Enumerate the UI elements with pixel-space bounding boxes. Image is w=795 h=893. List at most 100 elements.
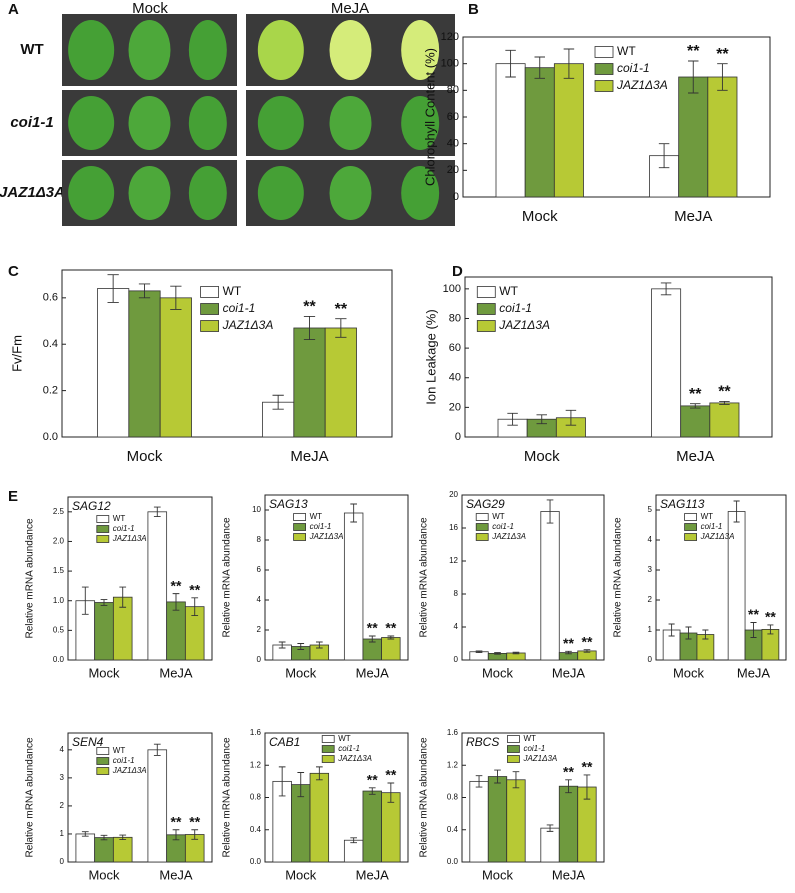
- y-tick-label: 0: [455, 431, 461, 443]
- significance: **: [765, 609, 776, 625]
- x-tick-label: MeJA: [159, 867, 193, 882]
- error-bar: [733, 500, 740, 523]
- legend-label: coi1-1: [338, 744, 360, 753]
- y-tick-label: 2: [257, 625, 262, 634]
- x-tick-label: MeJA: [356, 867, 390, 882]
- y-tick-label: 4: [257, 595, 262, 604]
- legend-label: coi1-1: [223, 301, 256, 315]
- bar: [362, 790, 382, 863]
- legend-swatch: [200, 286, 220, 298]
- chart-title: SEN4: [72, 735, 104, 749]
- legend-swatch: [594, 46, 614, 58]
- bar: [553, 63, 584, 198]
- plot-frame: [655, 494, 787, 661]
- plot-frame: [461, 494, 605, 661]
- legend-swatch: [321, 745, 335, 753]
- y-axis-label: Relative mRNA abundance: [222, 517, 233, 638]
- significance: **: [189, 813, 200, 829]
- y-tick-label: 0.4: [43, 338, 58, 350]
- legend-label: WT: [223, 284, 242, 298]
- x-tick-label: Mock: [285, 665, 317, 680]
- chart-title: SAG113: [660, 497, 705, 511]
- bar: [651, 288, 682, 438]
- x-tick-label: MeJA: [737, 665, 771, 680]
- significance: **: [189, 581, 200, 597]
- error-bar: [719, 400, 730, 405]
- error-bar: [534, 56, 545, 79]
- error-bar: [702, 629, 709, 640]
- plot-frame: [264, 494, 409, 661]
- leaf: [257, 96, 304, 150]
- error-bar: [119, 834, 127, 841]
- error-bar: [475, 650, 483, 654]
- row-label: coi1-1: [10, 114, 53, 131]
- legend-label: JAZ1Δ3A: [222, 318, 274, 332]
- leaf: [128, 166, 171, 220]
- legend-swatch: [475, 533, 489, 541]
- legend-label: coi1-1: [499, 301, 532, 315]
- bar: [293, 327, 326, 438]
- error-bar: [767, 624, 774, 635]
- legend-label: WT: [310, 512, 323, 521]
- y-axis-label: Fv/Fm: [9, 335, 24, 372]
- bar: [128, 290, 161, 438]
- bar: [324, 327, 357, 438]
- error-bar: [100, 599, 108, 606]
- legend-label: JAZ1Δ3A: [309, 532, 344, 541]
- error-bar: [563, 48, 575, 79]
- error-bar: [278, 641, 286, 649]
- bar: [94, 602, 114, 661]
- plot-frame: [67, 732, 213, 863]
- error-bar: [172, 593, 180, 611]
- leaf: [401, 20, 440, 80]
- y-tick-label: 120: [441, 31, 459, 43]
- legend-label: coi1-1: [701, 522, 723, 531]
- y-tick-label: 0: [454, 655, 459, 664]
- legend-swatch: [507, 745, 520, 753]
- error-bar: [565, 650, 572, 655]
- significance: **: [367, 772, 378, 788]
- significance: **: [171, 577, 182, 593]
- error-bar: [546, 824, 554, 832]
- bar: [540, 827, 560, 863]
- error-bar: [278, 766, 286, 797]
- y-tick-label: 4: [454, 622, 459, 631]
- plot-frame: [61, 269, 393, 438]
- y-tick-label: 80: [449, 312, 461, 324]
- column-label: MeJA: [331, 0, 369, 17]
- bar: [495, 63, 526, 198]
- error-bar: [660, 282, 672, 296]
- bar: [381, 637, 401, 661]
- y-tick-label: 8: [257, 535, 262, 544]
- y-tick-label: 1.2: [447, 760, 459, 769]
- legend-label: JAZ1Δ3A: [491, 532, 526, 541]
- error-bar: [512, 651, 520, 655]
- significance: **: [718, 384, 731, 401]
- significance: **: [563, 763, 574, 779]
- error-bar: [297, 772, 305, 798]
- legend-label: coi1-1: [617, 61, 650, 75]
- x-tick-label: Mock: [88, 665, 120, 680]
- y-tick-label: 40: [449, 372, 461, 384]
- bar: [94, 837, 114, 863]
- legend-swatch: [321, 735, 335, 743]
- y-tick-label: 10: [252, 505, 261, 514]
- error-bar: [507, 412, 518, 426]
- leaf: [128, 96, 171, 150]
- significance: **: [716, 46, 729, 63]
- bar: [343, 512, 364, 661]
- panel-label: A: [8, 1, 19, 18]
- panel-label: B: [468, 1, 479, 18]
- leaf: [68, 96, 115, 150]
- error-bar: [138, 283, 151, 299]
- bar: [540, 511, 560, 661]
- leaf: [329, 96, 372, 150]
- significance: **: [335, 301, 348, 318]
- y-tick-label: 0.5: [53, 625, 65, 634]
- error-bar: [272, 394, 284, 410]
- x-tick-label: Mock: [524, 448, 560, 465]
- significance: **: [689, 386, 702, 403]
- error-bar: [688, 60, 699, 94]
- chart-title: SAG29: [466, 497, 505, 511]
- y-tick-label: 100: [441, 58, 459, 70]
